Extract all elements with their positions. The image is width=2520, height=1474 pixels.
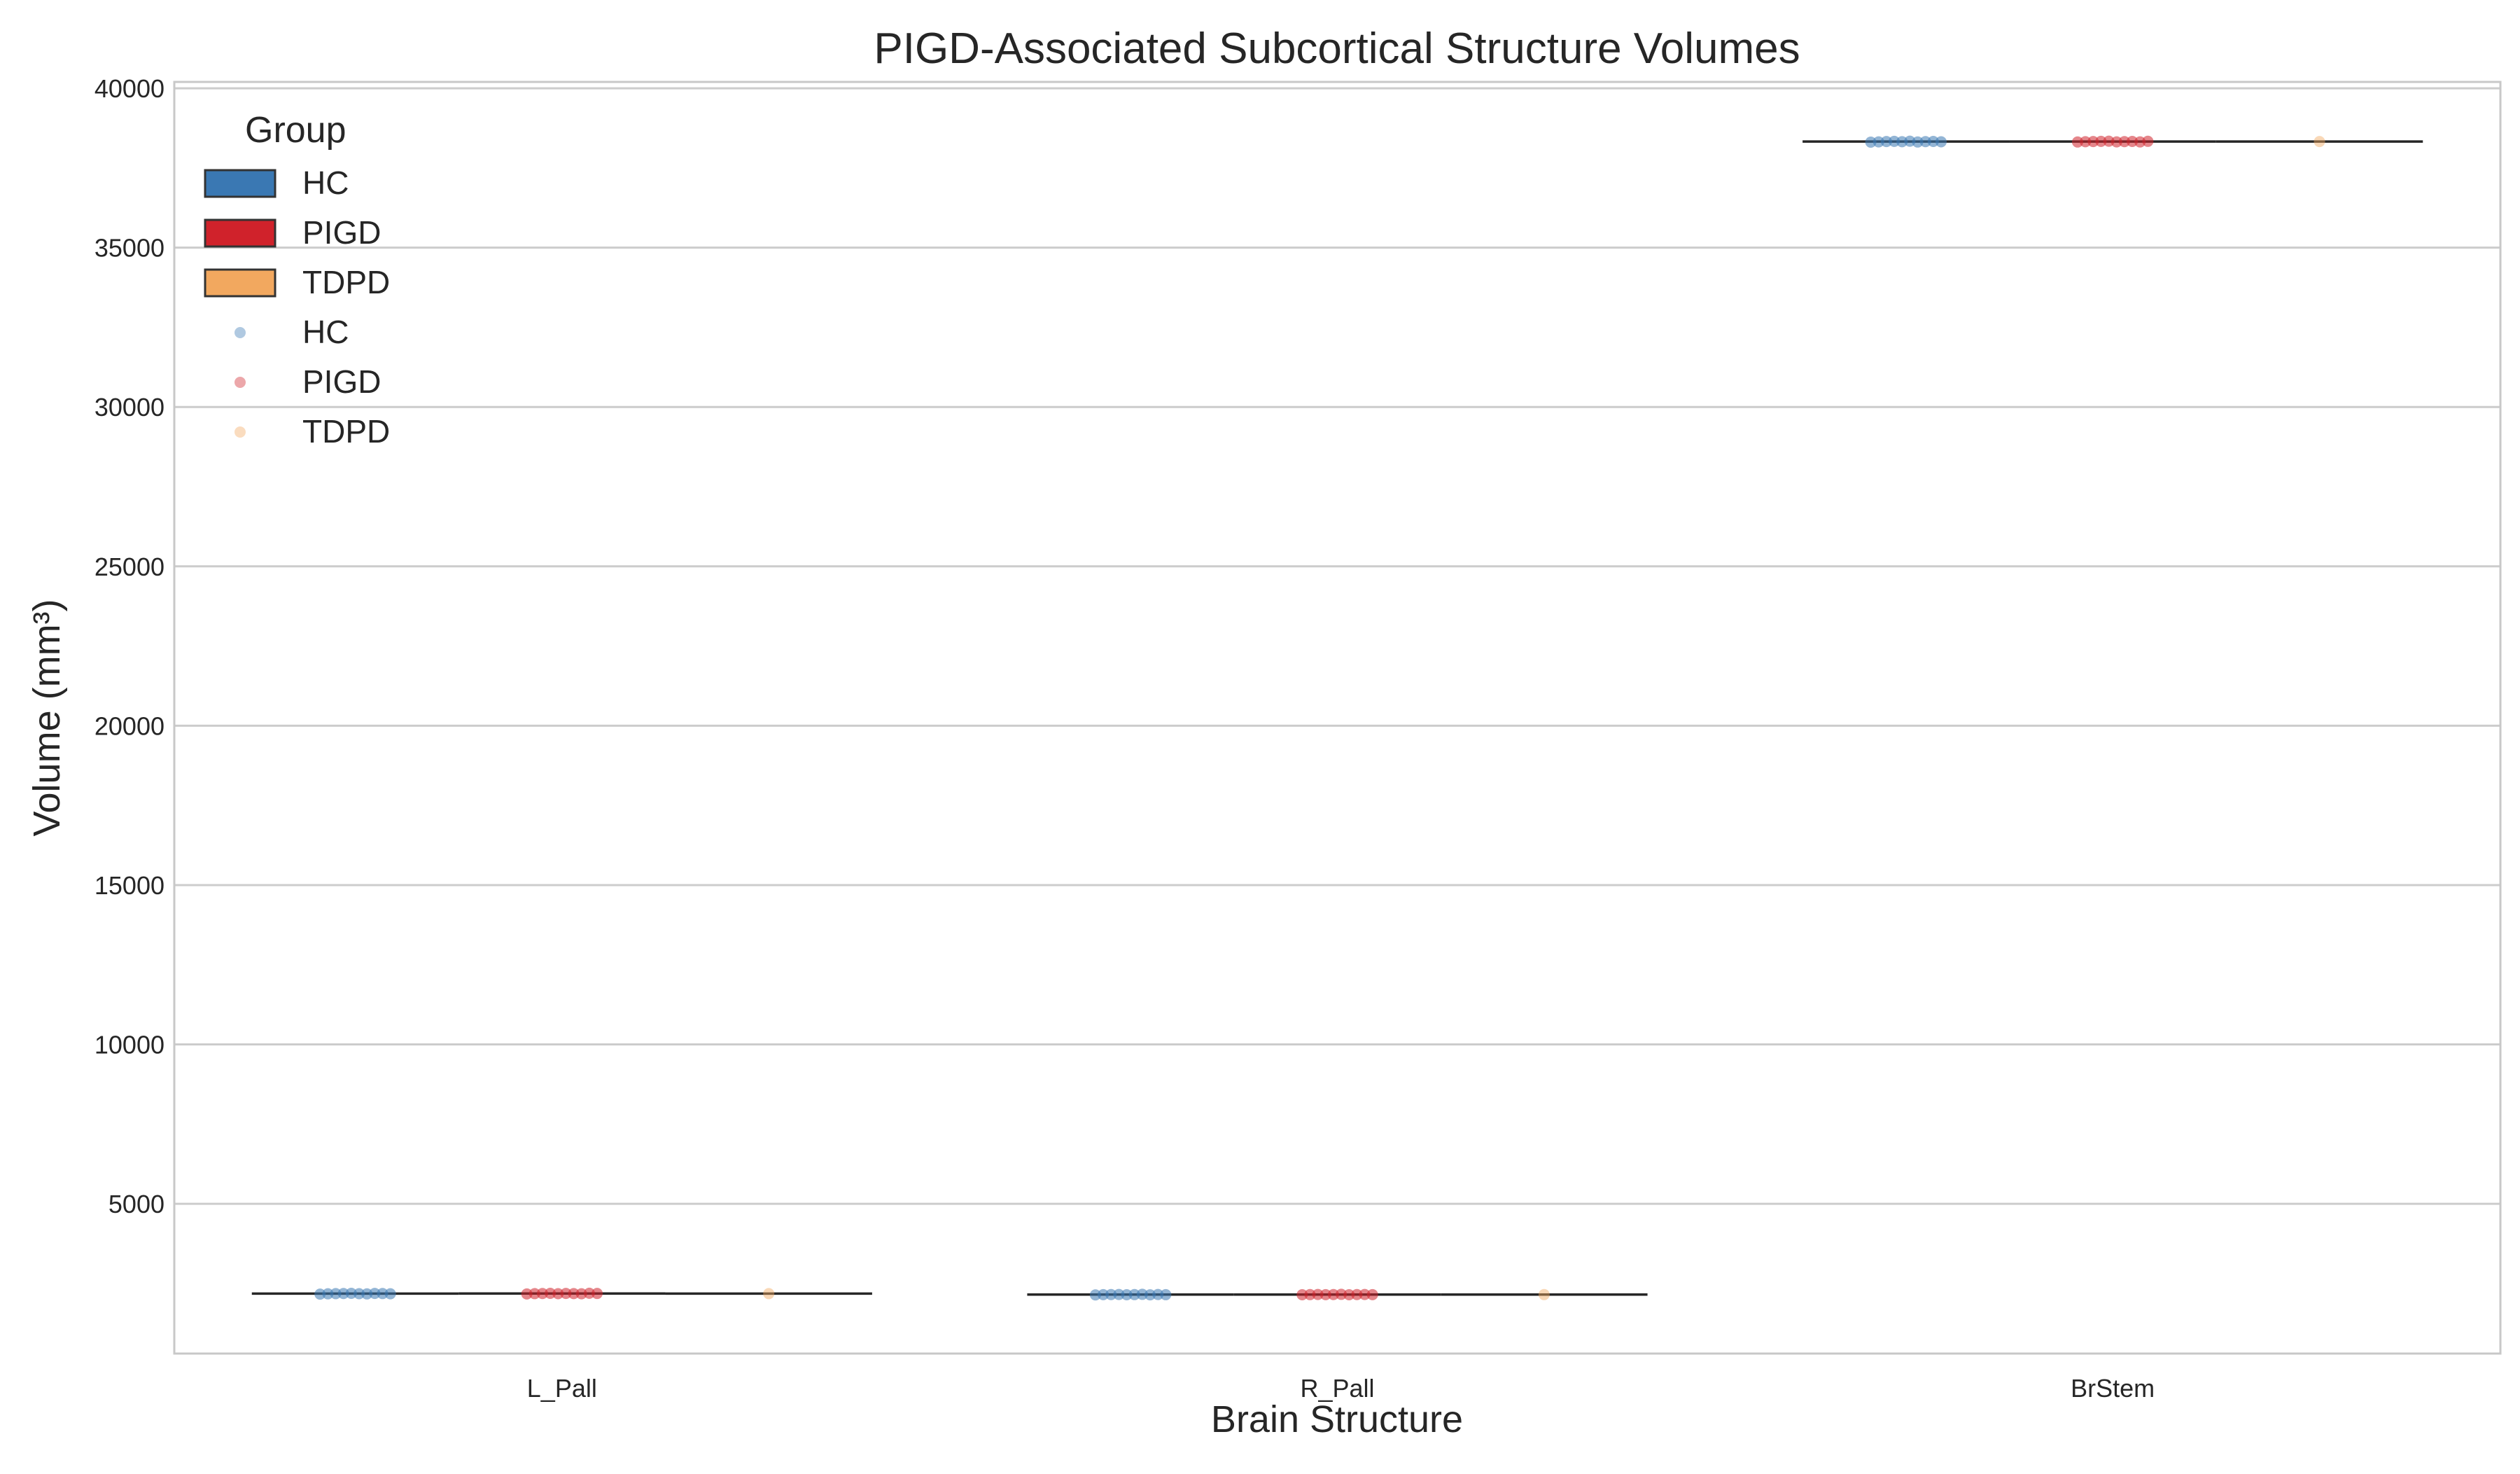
legend-label-point-tdpd: TDPD <box>302 413 390 450</box>
data-point-pigd <box>528 1288 540 1300</box>
y-tick-label: 40000 <box>94 74 164 103</box>
data-point-hc <box>1919 136 1931 148</box>
legend-label-point-pigd: PIGD <box>302 363 381 400</box>
legend-swatch-box-tdpd <box>204 268 276 298</box>
data-point-hc <box>1160 1288 1172 1300</box>
data-point-pigd <box>583 1287 595 1299</box>
chart-title: PIGD-Associated Subcortical Structure Vo… <box>874 25 1800 73</box>
data-point-hc <box>1121 1289 1133 1301</box>
data-point-pigd <box>592 1288 603 1300</box>
data-point-hc <box>337 1288 349 1300</box>
y-tick-label: 10000 <box>94 1031 164 1059</box>
data-point-pigd <box>1320 1288 1331 1300</box>
data-point-hc <box>384 1288 396 1300</box>
data-point-hc <box>354 1288 365 1300</box>
legend: Group HC PIGD TDPD HC PIGD TDPD <box>204 110 390 450</box>
data-point-pigd <box>1359 1288 1371 1300</box>
legend-label-box-hc: HC <box>302 165 349 201</box>
data-point-hc <box>1105 1288 1117 1300</box>
data-point-pigd <box>568 1288 580 1300</box>
data-point-pigd <box>2118 136 2130 148</box>
y-axis-label: Volume (mm³) <box>26 599 68 836</box>
data-point-hc <box>322 1288 334 1300</box>
data-point-pigd <box>1312 1288 1324 1300</box>
grid-lines <box>174 87 2500 1205</box>
data-point-pigd <box>1304 1288 1316 1300</box>
legend-swatch-point-hc <box>234 327 246 338</box>
legend-label-box-pigd: PIGD <box>302 214 381 251</box>
legend-swatch-box-hc <box>204 169 276 198</box>
data-point-pigd <box>2080 136 2092 148</box>
data-point-tdpd <box>1538 1288 1550 1300</box>
data-point-hc <box>1880 136 1892 148</box>
data-point-hc <box>1128 1288 1140 1300</box>
data-point-pigd <box>536 1288 548 1300</box>
x-tick-label: BrStem <box>2071 1374 2155 1403</box>
legend-swatch-point-pigd <box>234 377 246 388</box>
data-point-pigd <box>1327 1288 1339 1300</box>
plot-frame <box>173 81 2502 1355</box>
data-point-tdpd <box>2314 136 2325 148</box>
y-tick-label: 30000 <box>94 393 164 422</box>
x-tick-label: L_Pall <box>527 1374 597 1403</box>
data-point-hc <box>1935 136 1947 148</box>
data-point-pigd <box>2142 135 2154 147</box>
legend-swatch-box-pigd <box>204 218 276 248</box>
y-tick-label: 20000 <box>94 711 164 740</box>
data-point-hc <box>330 1288 342 1300</box>
data-point-pigd <box>2087 136 2099 148</box>
x-tick-labels: L_Pall R_Pall BrStem <box>527 1374 2155 1403</box>
y-tick-label: 15000 <box>94 871 164 900</box>
data-point-hc <box>1089 1289 1101 1301</box>
data-point-pigd <box>2110 136 2122 148</box>
data-point-hc <box>369 1288 381 1300</box>
x-axis-label: Brain Structure <box>1211 1398 1463 1440</box>
data-point-pigd <box>1351 1288 1363 1300</box>
legend-swatch-point-tdpd <box>234 426 246 438</box>
legend-label-box-tdpd: TDPD <box>302 264 390 300</box>
legend-label-point-hc: HC <box>302 314 349 350</box>
data-point-hc <box>1152 1288 1164 1300</box>
data-point-hc <box>377 1288 388 1300</box>
data-point-pigd <box>1366 1288 1378 1300</box>
data-point-pigd <box>560 1288 572 1300</box>
x-tick-label: R_Pall <box>1300 1374 1374 1403</box>
data-point-hc <box>1098 1288 1110 1300</box>
strip-points <box>314 135 2325 1301</box>
data-point-tdpd <box>763 1288 775 1300</box>
y-tick-label: 35000 <box>94 234 164 263</box>
legend-title: Group <box>245 110 346 151</box>
y-tick-label: 25000 <box>94 552 164 581</box>
data-point-pigd <box>2095 135 2107 147</box>
y-tick-label: 5000 <box>108 1190 164 1218</box>
data-point-pigd <box>1343 1288 1355 1300</box>
y-tick-labels: 5000 10000 15000 20000 25000 30000 35000 40000 <box>94 74 164 1218</box>
data-point-pigd <box>1296 1289 1308 1301</box>
